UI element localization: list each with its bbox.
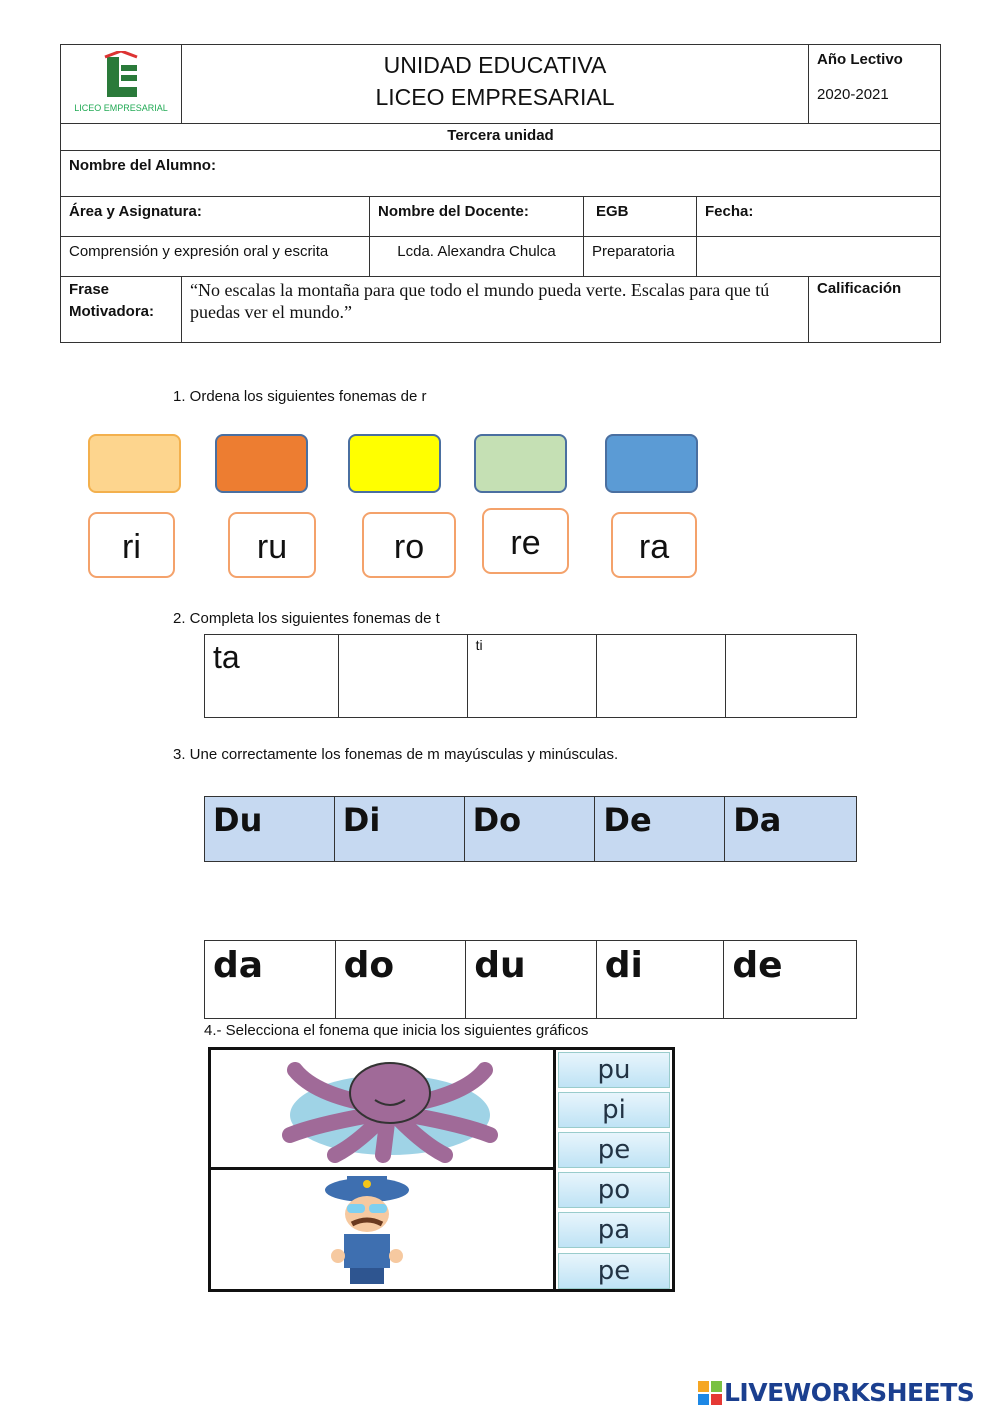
school-logo-icon <box>104 51 138 97</box>
question-2-prompt: 2. Completa los siguientes fonemas de t <box>173 610 440 627</box>
syllable-ra[interactable]: ra <box>611 512 697 578</box>
egb-value: Preparatoria <box>583 236 697 277</box>
phrase-label-2: Motivadora: <box>69 303 155 320</box>
lower-di[interactable]: di <box>597 941 725 1018</box>
color-drop-box-4[interactable] <box>474 434 567 493</box>
cell-ti[interactable]: ti <box>468 635 598 717</box>
blank-cell-3[interactable] <box>726 635 856 717</box>
lower-do[interactable]: do <box>336 941 467 1018</box>
color-drop-box-1[interactable] <box>88 434 181 493</box>
question-3-prompt: 3. Une correctamente los fonemas de m ma… <box>173 746 619 763</box>
option-pe[interactable]: pe <box>558 1132 670 1168</box>
year-value: 2020-2021 <box>817 86 889 103</box>
lowercase-row: da do du di de <box>204 940 857 1019</box>
t-syllable-table: ta ti <box>204 634 857 718</box>
question-4-prompt: 4.- Selecciona el fonema que inicia los … <box>204 1022 589 1039</box>
unit-title: Tercera unidad <box>60 123 941 151</box>
year-cell: Año Lectivo 2020-2021 <box>808 44 941 124</box>
upper-di[interactable]: Di <box>335 797 465 861</box>
option-po[interactable]: po <box>558 1172 670 1208</box>
school-title: UNIDAD EDUCATIVA LICEO EMPRESARIAL <box>181 44 809 124</box>
upper-de[interactable]: De <box>595 797 726 861</box>
teacher-label: Nombre del Docente: <box>369 196 584 237</box>
color-drop-box-2[interactable] <box>215 434 308 493</box>
syllable-re[interactable]: re <box>482 508 569 574</box>
cell-ta: ta <box>205 635 339 717</box>
option-pa[interactable]: pa <box>558 1212 670 1248</box>
upper-do[interactable]: Do <box>465 797 596 861</box>
upper-da[interactable]: Da <box>733 801 782 839</box>
brand-text: LIVEWORKSHEETS <box>724 1378 975 1407</box>
liveworksheets-logo: LIVEWORKSHEETS <box>698 1378 975 1407</box>
phrase-label: Frase Motivadora: <box>60 276 182 343</box>
uppercase-row: Du Di Do De Da <box>204 796 857 862</box>
egb-label: EGB <box>583 196 697 237</box>
lower-du[interactable]: du <box>466 941 597 1018</box>
phrase-label-1: Frase <box>69 281 110 298</box>
teacher-value: Lcda. Alexandra Chulca <box>369 236 584 277</box>
octopus-icon <box>282 1062 498 1163</box>
syllable-ru[interactable]: ru <box>228 512 316 578</box>
grade-label: Calificación <box>808 276 941 343</box>
title-line-2: LICEO EMPRESARIAL <box>375 84 615 110</box>
police-officer-icon <box>325 1176 409 1284</box>
lower-da[interactable]: da <box>205 941 336 1018</box>
logo-text: LICEO EMPRESARIAL <box>74 103 168 113</box>
logo-cell: LICEO EMPRESARIAL <box>60 44 182 124</box>
area-label: Área y Asignatura: <box>60 196 370 237</box>
divider <box>208 1167 555 1170</box>
option-pe-2[interactable]: pe <box>558 1253 670 1289</box>
color-drop-box-5[interactable] <box>605 434 698 493</box>
syllable-ri[interactable]: ri <box>88 512 175 578</box>
date-value <box>696 236 941 277</box>
date-field[interactable]: Fecha: <box>696 196 941 237</box>
blank-cell-2[interactable] <box>597 635 727 717</box>
title-line-1: UNIDAD EDUCATIVA <box>383 52 607 78</box>
lower-de[interactable]: de <box>732 945 783 986</box>
question-1-prompt: 1. Ordena los siguientes fonemas de r <box>173 388 427 405</box>
option-pi[interactable]: pi <box>558 1092 670 1128</box>
motivational-phrase: “No escalas la montaña para que todo el … <box>181 276 809 343</box>
year-label: Año Lectivo <box>817 51 903 68</box>
area-value: Comprensión y expresión oral y escrita <box>60 236 370 277</box>
upper-du[interactable]: Du <box>205 797 335 861</box>
color-drop-box-3[interactable] <box>348 434 441 493</box>
option-pu[interactable]: pu <box>558 1052 670 1088</box>
blank-cell-1[interactable] <box>339 635 468 717</box>
liveworksheets-icon <box>698 1380 722 1405</box>
syllable-ro[interactable]: ro <box>362 512 456 578</box>
student-name-field[interactable]: Nombre del Alumno: <box>60 150 941 197</box>
